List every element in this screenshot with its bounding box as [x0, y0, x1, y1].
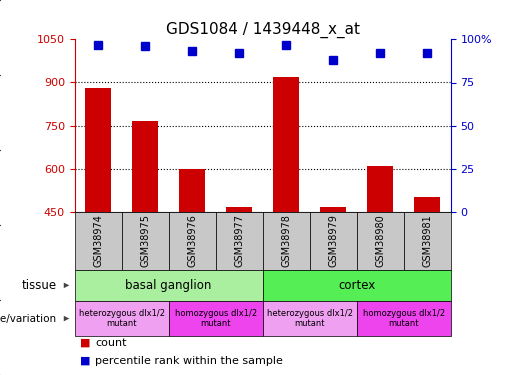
- Text: GSM38974: GSM38974: [93, 214, 103, 267]
- Text: ■: ■: [80, 338, 90, 348]
- Bar: [179, 170, 205, 212]
- Text: cortex: cortex: [338, 279, 375, 292]
- Text: GSM38979: GSM38979: [328, 214, 338, 267]
- Text: GSM38976: GSM38976: [187, 214, 197, 267]
- Bar: [226, 207, 252, 212]
- Bar: [414, 198, 440, 212]
- Text: homozygous dlx1/2
mutant: homozygous dlx1/2 mutant: [363, 309, 444, 328]
- Text: genotype/variation: genotype/variation: [0, 314, 57, 324]
- Text: basal ganglion: basal ganglion: [126, 279, 212, 292]
- Text: heterozygous dlx1/2
mutant: heterozygous dlx1/2 mutant: [79, 309, 165, 328]
- Bar: [85, 88, 111, 212]
- Text: ■: ■: [80, 356, 90, 366]
- Bar: [367, 166, 393, 212]
- Bar: [273, 77, 299, 212]
- Bar: [320, 207, 346, 212]
- Text: tissue: tissue: [22, 279, 57, 292]
- Text: GSM38978: GSM38978: [281, 214, 291, 267]
- Text: GSM38981: GSM38981: [422, 214, 432, 267]
- Text: GSM38977: GSM38977: [234, 214, 244, 267]
- Bar: [132, 121, 158, 212]
- Title: GDS1084 / 1439448_x_at: GDS1084 / 1439448_x_at: [166, 22, 359, 38]
- Text: homozygous dlx1/2
mutant: homozygous dlx1/2 mutant: [175, 309, 256, 328]
- Text: GSM38975: GSM38975: [140, 214, 150, 267]
- Text: GSM38980: GSM38980: [375, 214, 385, 267]
- Text: count: count: [95, 338, 127, 348]
- Text: percentile rank within the sample: percentile rank within the sample: [95, 356, 283, 366]
- Text: heterozygous dlx1/2
mutant: heterozygous dlx1/2 mutant: [267, 309, 353, 328]
